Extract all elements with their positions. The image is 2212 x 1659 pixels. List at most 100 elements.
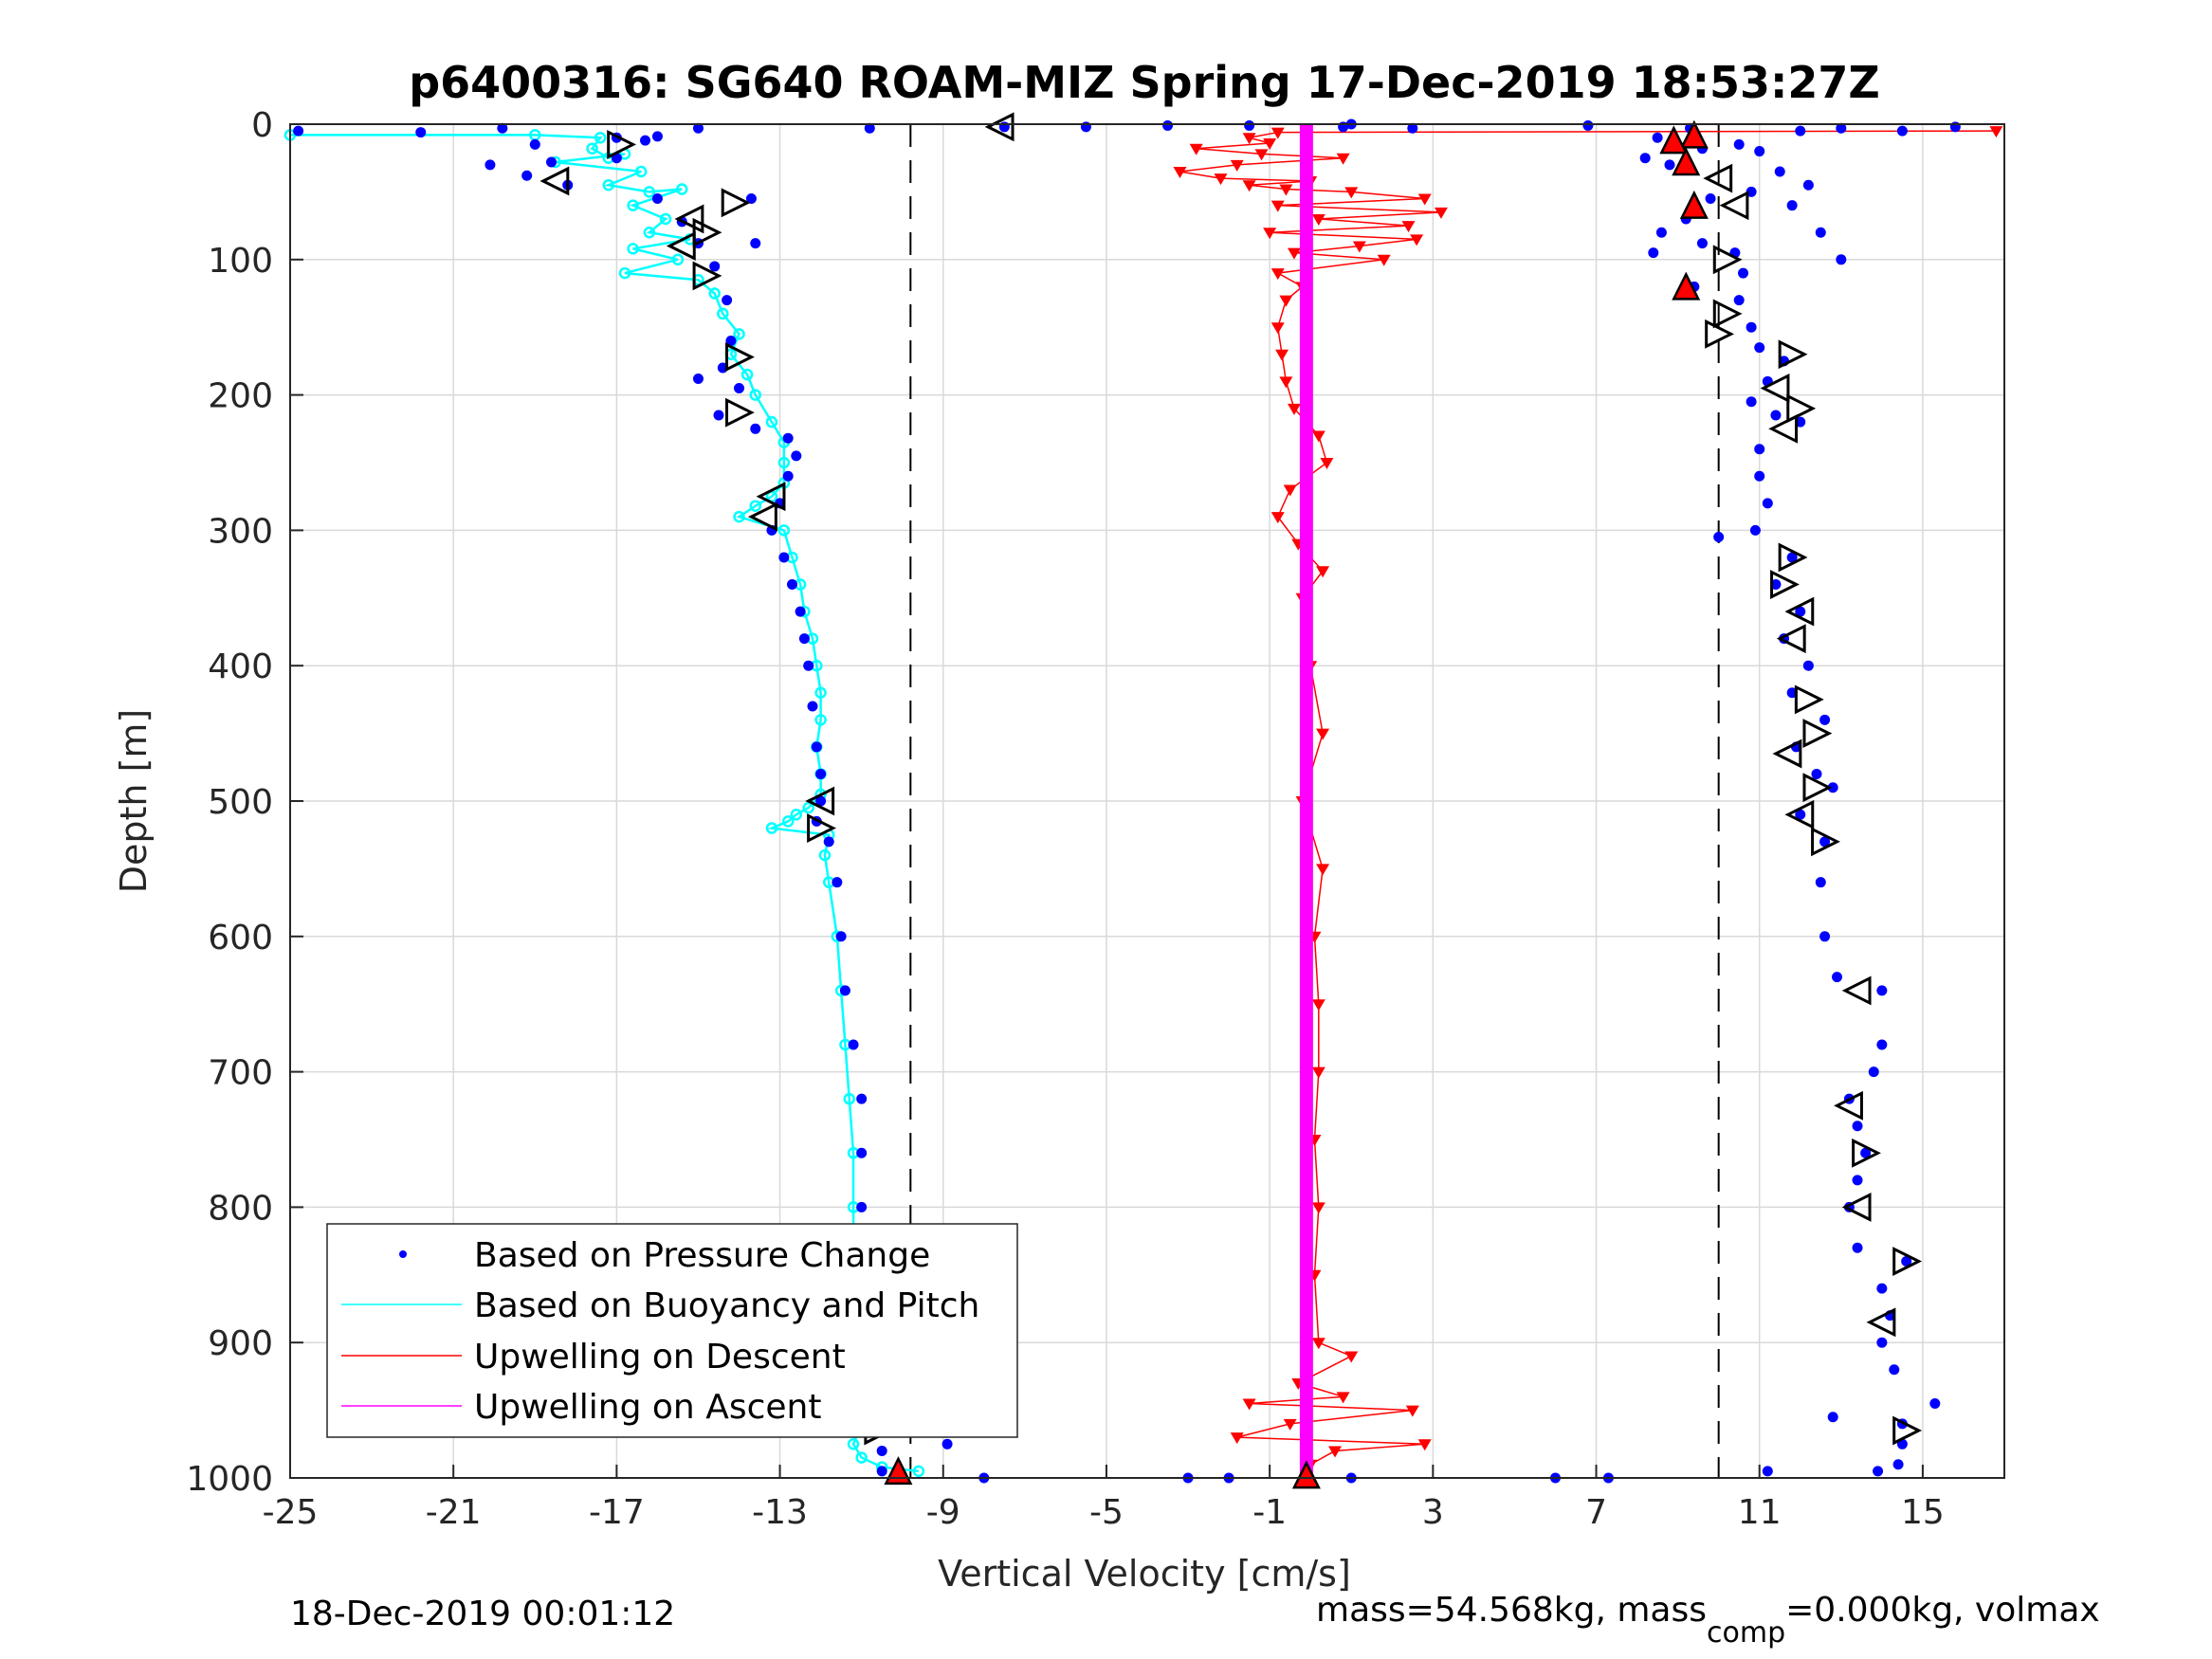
y-tick-label: 0 [251, 106, 273, 145]
pressure-point [1802, 660, 1814, 671]
buoyancy-point [802, 801, 814, 814]
pressure-point [1827, 782, 1838, 793]
pressure-point [864, 122, 875, 134]
red-triangle-marker [1659, 125, 1689, 155]
buoyancy-point [847, 1438, 860, 1450]
descent-point [1242, 133, 1256, 145]
pressure-point [835, 931, 847, 942]
descent-point [1275, 349, 1289, 361]
buoyancy-point [781, 815, 795, 828]
descent-point [1352, 241, 1366, 253]
pitch-marker-left [1841, 1192, 1872, 1222]
pressure-point [941, 1438, 953, 1449]
pressure-point [1876, 1039, 1888, 1050]
buoyancy-point [733, 510, 745, 523]
pressure-point [1162, 119, 1174, 131]
pitch-marker-right [1811, 827, 1840, 857]
descent-point [1417, 1439, 1432, 1451]
pressure-point [1754, 342, 1765, 354]
pressure-point [1819, 836, 1831, 848]
pressure-point [1868, 1066, 1879, 1078]
buoyancy-point [843, 1092, 856, 1105]
descent-point [1434, 207, 1448, 219]
pressure-point [832, 877, 843, 888]
pitch-marker-right [721, 188, 751, 218]
footer-timestamp: 18-Dec-2019 00:01:12 [290, 1595, 675, 1633]
pressure-point [803, 660, 814, 671]
pressure-point [778, 552, 790, 563]
pressure-point [293, 125, 304, 137]
pitch-marker-left [1841, 975, 1872, 1006]
pressure-point [795, 606, 806, 617]
pitch-marker-right [725, 342, 755, 373]
pressure-point [1754, 146, 1765, 157]
pressure-point [1762, 1466, 1773, 1477]
pressure-point [876, 1445, 887, 1456]
pitch-marker-right [1712, 299, 1743, 329]
pitch-marker-left [1776, 624, 1806, 654]
descent-point [1287, 403, 1301, 415]
descent-point [1401, 221, 1416, 233]
pressure-point [848, 1039, 859, 1050]
buoyancy-point [765, 822, 778, 834]
descent-point [1311, 1338, 1325, 1350]
pressure-point [415, 127, 427, 138]
footer-mass: mass=54.568kg, masscomp=0.000kg, volmax [1316, 1591, 2100, 1650]
y-tick-label: 600 [208, 919, 273, 957]
buoyancy-point [765, 415, 778, 428]
buoyancy-point [749, 389, 761, 401]
footer-mass-sub: comp [1707, 1616, 1785, 1650]
buoyancy-point [643, 226, 656, 239]
pressure-point [713, 410, 724, 421]
y-tick-label: 1000 [186, 1460, 273, 1499]
descent-point [1279, 295, 1293, 307]
y-tick-label: 800 [208, 1189, 273, 1228]
red-triangle-marker [1672, 271, 1701, 301]
pressure-point [1746, 321, 1757, 333]
buoyancy-point [912, 1465, 925, 1478]
pressure-point [782, 432, 794, 444]
pitch-marker-left [539, 166, 570, 196]
pressure-point [1852, 1175, 1863, 1186]
pressure-point [1762, 498, 1773, 509]
descent-point [1189, 143, 1203, 155]
descent-point [1316, 864, 1330, 876]
buoyancy-point [627, 199, 639, 211]
descent-point [1320, 458, 1334, 469]
buoyancy-point [717, 307, 729, 320]
pressure-point [651, 193, 663, 205]
descent-point [1230, 1432, 1244, 1445]
pressure-point [1802, 179, 1814, 191]
buoyancy-point [676, 183, 688, 195]
pressure-point [1795, 809, 1806, 820]
pressure-point [1852, 1242, 1863, 1253]
descent-point [1271, 322, 1285, 335]
pressure-point [839, 985, 850, 996]
descent-point [1311, 430, 1325, 443]
pitch-marker-left [984, 112, 1015, 142]
pressure-point [1244, 119, 1255, 131]
descent-point [1311, 999, 1325, 1012]
pressure-point [709, 261, 721, 272]
x-tick-label: -5 [1089, 1493, 1124, 1532]
pitch-marker-right [1770, 570, 1800, 599]
pressure-point [1754, 470, 1765, 482]
x-tick-label: -25 [263, 1493, 319, 1532]
pressure-point [1819, 714, 1831, 725]
pitch-marker-left [1768, 413, 1799, 444]
pitch-marker-right [1778, 542, 1808, 573]
x-tick-label: -9 [926, 1493, 960, 1532]
pressure-point [1889, 1364, 1900, 1376]
pressure-point [1811, 768, 1822, 779]
red-triangle-marker [1679, 190, 1709, 219]
pitch-marker-right [1892, 1415, 1923, 1446]
pressure-point [1786, 200, 1798, 211]
pressure-point [791, 450, 802, 462]
x-tick-label: -1 [1252, 1493, 1287, 1532]
descent-point [1242, 1398, 1256, 1411]
pressure-point [1929, 1397, 1941, 1409]
pressure-point [1836, 254, 1847, 265]
pitch-marker-left [674, 204, 704, 234]
buoyancy-point [749, 500, 761, 512]
